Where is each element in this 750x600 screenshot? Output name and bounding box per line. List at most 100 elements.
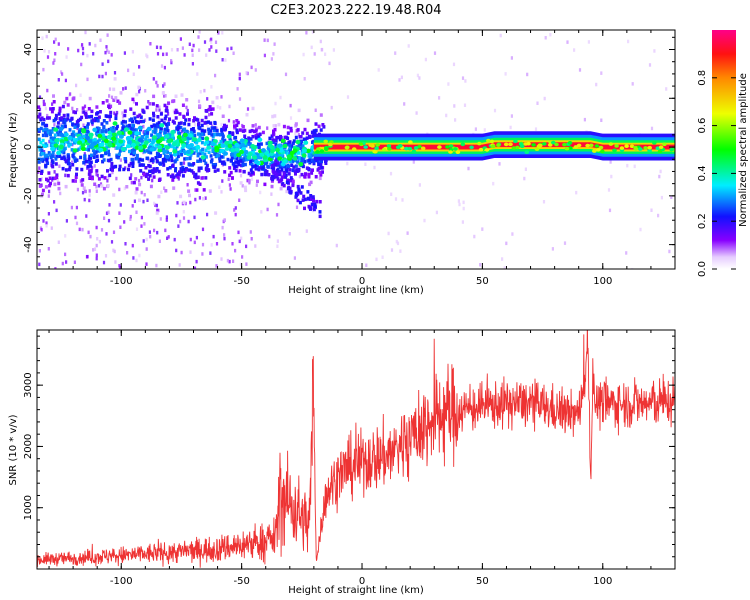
band-mark xyxy=(305,131,309,136)
x-tick-label: 50 xyxy=(476,276,489,287)
band-mark xyxy=(170,158,174,163)
noise-mark xyxy=(653,49,656,53)
noise-mark xyxy=(203,40,207,44)
band-mark xyxy=(71,122,75,127)
band-mark xyxy=(121,142,125,147)
noise-mark xyxy=(71,160,74,164)
noise-mark xyxy=(534,127,538,131)
band-mark xyxy=(312,198,315,203)
band-mark xyxy=(271,132,275,137)
band-mark xyxy=(66,117,70,121)
band-mark xyxy=(142,163,146,167)
noise-mark xyxy=(406,231,409,235)
noise-mark xyxy=(458,202,461,207)
band-mark xyxy=(161,158,165,162)
ridge-blob xyxy=(58,126,64,132)
noise-mark xyxy=(255,183,258,187)
noise-mark xyxy=(77,48,80,53)
band-mark xyxy=(286,163,290,168)
noise-mark xyxy=(195,235,198,240)
noise-mark xyxy=(170,48,174,52)
band-mark xyxy=(138,113,142,117)
noise-mark xyxy=(175,213,178,218)
colorbar-tick-label: 0.0 xyxy=(697,261,708,277)
noise-mark xyxy=(51,102,54,106)
band-mark xyxy=(190,169,194,173)
noise-mark xyxy=(40,177,43,181)
band-mark xyxy=(294,158,298,163)
band-mark xyxy=(182,150,186,154)
band-mark xyxy=(70,148,74,152)
band-mark xyxy=(145,134,149,138)
band-mark xyxy=(51,176,55,181)
band-mark xyxy=(302,157,306,161)
noise-mark xyxy=(76,126,79,130)
band-mark xyxy=(197,168,201,173)
noise-mark xyxy=(511,232,514,236)
noise-mark xyxy=(93,164,96,168)
band-mark xyxy=(291,179,295,184)
band-mark xyxy=(307,167,311,172)
noise-mark xyxy=(167,120,170,124)
band-mark xyxy=(250,170,254,175)
band-mark xyxy=(148,174,152,178)
noise-mark xyxy=(81,43,84,47)
figure-title: C2E3.2023.222.19.48.R04 xyxy=(270,3,441,18)
x-tick-label: -50 xyxy=(233,576,249,587)
noise-mark xyxy=(166,236,169,240)
noise-mark xyxy=(92,52,95,56)
noise-mark xyxy=(129,217,132,221)
ridge-blob xyxy=(411,149,417,154)
band-mark xyxy=(289,126,293,131)
noise-mark xyxy=(198,196,201,200)
band-mark xyxy=(137,120,140,125)
noise-mark xyxy=(86,77,89,82)
band-mark xyxy=(246,153,250,157)
noise-mark xyxy=(609,160,612,164)
band-mark xyxy=(57,112,61,116)
band-mark xyxy=(130,180,134,185)
band-mark xyxy=(52,118,56,123)
ridge-blob xyxy=(103,138,109,144)
band-mark xyxy=(288,143,292,148)
band-mark xyxy=(270,184,274,189)
noise-mark xyxy=(284,72,288,77)
ridge-blob xyxy=(99,142,105,147)
noise-mark xyxy=(523,176,526,181)
ridge-blob xyxy=(53,127,59,132)
band-mark xyxy=(164,189,168,193)
band-mark xyxy=(174,168,177,173)
ridge-blob xyxy=(589,143,594,148)
noise-mark xyxy=(131,243,134,248)
noise-mark xyxy=(123,220,126,224)
noise-mark xyxy=(231,242,234,246)
noise-mark xyxy=(445,113,448,118)
band-mark xyxy=(89,160,93,164)
ridge-blob xyxy=(89,143,95,148)
ridge-blob xyxy=(159,123,165,128)
ridge-blob xyxy=(551,140,556,145)
band-mark xyxy=(169,152,172,156)
noise-mark xyxy=(228,183,231,187)
band-mark xyxy=(209,160,213,164)
band-mark xyxy=(289,176,293,180)
band-mark xyxy=(63,100,67,105)
noise-mark xyxy=(659,169,662,174)
ridge-blob xyxy=(381,147,387,152)
noise-mark xyxy=(238,198,241,202)
band-mark xyxy=(201,197,205,201)
noise-mark xyxy=(627,39,630,44)
noise-mark xyxy=(143,193,146,197)
band-mark xyxy=(183,157,187,161)
band-mark xyxy=(300,156,304,161)
band-mark xyxy=(167,158,171,162)
band-mark xyxy=(129,107,133,111)
noise-mark xyxy=(164,228,167,233)
noise-mark xyxy=(152,77,155,81)
band-mark xyxy=(87,148,91,152)
noise-mark xyxy=(101,74,104,79)
band-mark xyxy=(169,174,173,179)
band-mark xyxy=(317,166,321,170)
band-mark xyxy=(46,155,49,160)
